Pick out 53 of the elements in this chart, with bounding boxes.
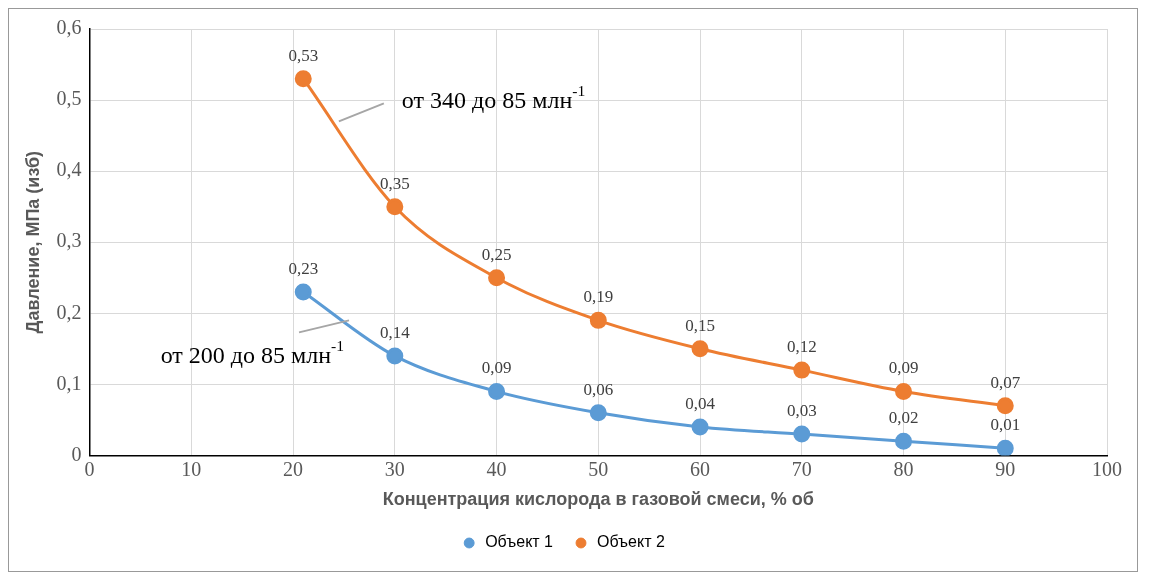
point	[294, 70, 312, 88]
data-label: 0,01	[990, 415, 1021, 435]
point	[793, 425, 811, 443]
x-tick-label: 50	[588, 457, 609, 480]
x-tick-label: 80	[893, 457, 914, 480]
x-tick-label: 70	[791, 457, 812, 480]
point	[386, 198, 404, 216]
data-label: 0,06	[583, 379, 614, 399]
y-tick-label: 0	[71, 442, 82, 465]
data-label: 0,09	[888, 358, 919, 378]
x-tick-label: 100	[1092, 457, 1122, 480]
data-label: 0,07	[990, 372, 1021, 392]
point	[996, 439, 1014, 456]
x-tick-label: 10	[181, 457, 202, 480]
y-axis-title: Давление, МПа (изб)	[22, 150, 43, 334]
data-label: 0,03	[786, 401, 817, 421]
data-label: 0,35	[379, 173, 410, 193]
point	[488, 382, 506, 400]
point	[691, 340, 709, 358]
data-label: 0,19	[583, 287, 614, 307]
point	[386, 347, 404, 365]
data-label: 0,09	[481, 358, 512, 378]
point	[294, 283, 312, 301]
data-label: 0,23	[288, 258, 319, 278]
x-tick-label: 40	[486, 457, 507, 480]
legend-label: Объект 2	[597, 533, 665, 551]
x-tick-label: 20	[283, 457, 304, 480]
point	[589, 311, 607, 329]
point	[488, 269, 506, 287]
y-tick-label: 0,4	[56, 158, 82, 181]
x-tick-label: 30	[384, 457, 405, 480]
point	[589, 404, 607, 422]
data-label: 0,12	[786, 337, 817, 357]
data-label: 0,14	[379, 322, 411, 342]
data-label: 0,53	[288, 45, 319, 65]
data-label: 0,02	[888, 408, 919, 428]
point	[793, 361, 811, 379]
x-axis-title: Концентрация кислорода в газовой смеси, % об	[382, 489, 814, 510]
y-tick-label: 0,6	[56, 16, 82, 39]
x-tick-label: 90	[995, 457, 1016, 480]
point	[691, 418, 709, 436]
y-tick-label: 0,2	[56, 300, 82, 323]
data-label: 0,25	[481, 244, 512, 264]
y-tick-label: 0,5	[56, 87, 82, 110]
data-label: 0,04	[685, 393, 716, 413]
x-tick-label: 60	[690, 457, 711, 480]
point	[895, 432, 913, 450]
y-tick-label: 0,1	[56, 371, 82, 394]
legend-label: Объект 1	[485, 533, 554, 551]
point	[996, 397, 1014, 415]
data-label: 0,15	[685, 315, 715, 335]
y-tick-label: 0,3	[56, 229, 82, 252]
point	[895, 382, 913, 400]
